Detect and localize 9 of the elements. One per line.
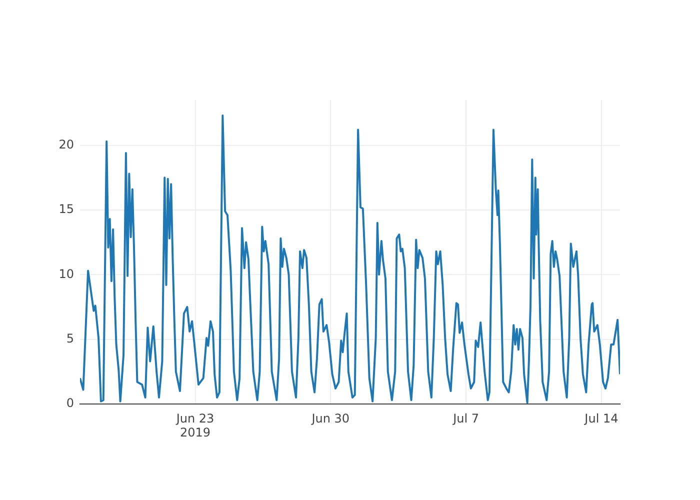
- y-tick-label: 10: [58, 266, 74, 281]
- x-tick-label: Jul 14: [584, 411, 618, 426]
- y-tick-label: 5: [66, 331, 74, 346]
- y-tick-label: 15: [58, 202, 74, 216]
- x-tick-label: Jun 23 2019: [175, 411, 214, 440]
- y-tick-label: 0: [66, 396, 74, 410]
- x-tick-label: Jun 30: [310, 411, 350, 426]
- y-tick-label: 20: [58, 137, 74, 152]
- x-tick-label: Jul 7: [452, 411, 480, 426]
